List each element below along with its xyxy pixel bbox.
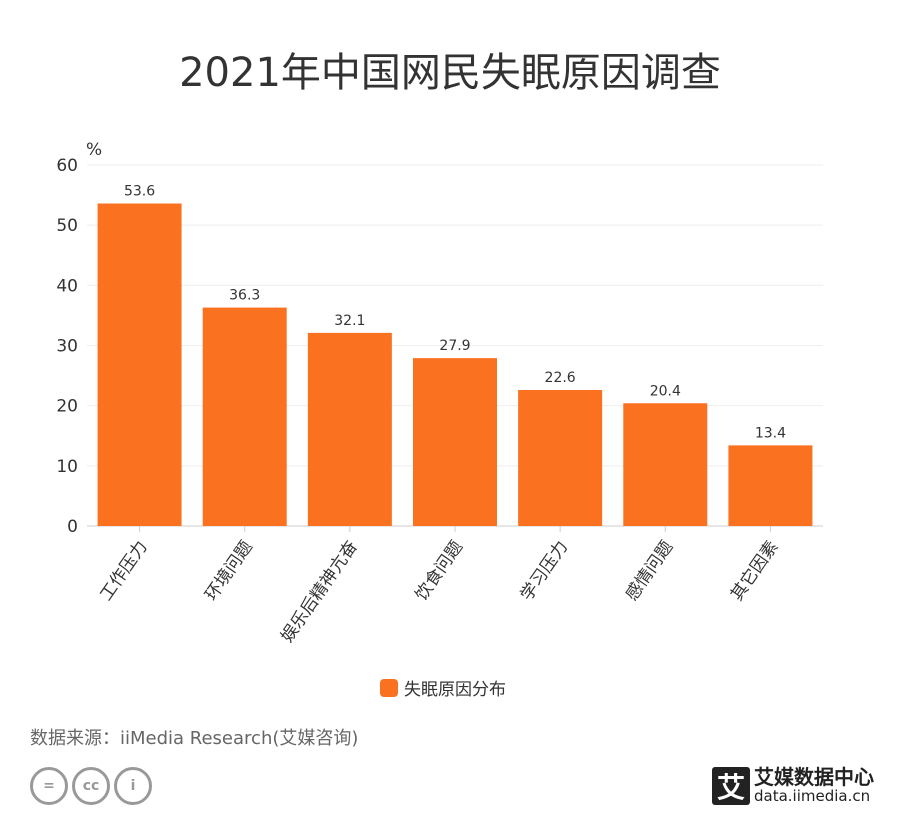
source-text: 数据来源：iiMedia Research(艾媒咨询)	[30, 728, 359, 749]
x-tick-label: 学习压力	[517, 537, 572, 604]
data-label: 20.4	[650, 383, 681, 399]
data-label: 32.1	[334, 313, 365, 329]
bar	[97, 203, 182, 527]
logo-url: data.iimedia.cn	[754, 787, 871, 805]
y-axis-unit: %	[86, 140, 102, 160]
y-tick-label: 30	[56, 337, 78, 357]
x-tick-label: 其它因素	[727, 537, 782, 604]
bar	[307, 332, 392, 526]
legend-label: 失眠原因分布	[404, 680, 506, 700]
y-tick-label: 20	[56, 397, 78, 417]
bar	[518, 390, 603, 526]
data-label: 36.3	[229, 288, 260, 304]
data-label: 13.4	[755, 425, 786, 441]
bar	[623, 403, 708, 526]
y-tick-label: 50	[56, 216, 78, 236]
cc-icon: cc	[72, 767, 110, 805]
x-tick-label: 工作压力	[96, 537, 151, 604]
x-tick-label: 饮食问题	[412, 537, 467, 604]
x-tick-label: 环境问题	[201, 537, 256, 604]
logo-name: 艾媒数据中心	[754, 765, 874, 789]
by-icon: i	[114, 767, 152, 805]
bar	[202, 307, 287, 526]
legend-swatch	[380, 678, 398, 697]
data-label: 22.6	[545, 370, 576, 386]
chart-title: 2021年中国网民失眠原因调查	[179, 50, 721, 96]
data-label: 53.6	[124, 184, 155, 200]
y-tick-label: 0	[67, 517, 78, 537]
y-tick-label: 40	[56, 276, 78, 296]
logo-mark-icon: 艾	[712, 766, 750, 805]
logo: 艾 艾媒数据中心 data.iimedia.cn	[712, 766, 874, 805]
bar	[728, 445, 813, 526]
y-tick-label: 60	[56, 156, 78, 176]
x-tick-label: 娱乐后精神亢奋	[277, 537, 362, 646]
license-icons: = cc i	[30, 767, 152, 805]
legend[interactable]: 失眠原因分布	[380, 675, 506, 700]
nd-icon: =	[30, 767, 68, 805]
x-tick-label: 感情问题	[622, 537, 677, 604]
bar-chart: 0 10 20 30 40 50 60% 53.6 工作压力 36.3 环境问题 32.1 娱乐后精神亢…	[56, 140, 823, 646]
data-label: 27.9	[439, 338, 470, 354]
bar	[413, 358, 497, 526]
y-tick-label: 10	[56, 457, 78, 477]
